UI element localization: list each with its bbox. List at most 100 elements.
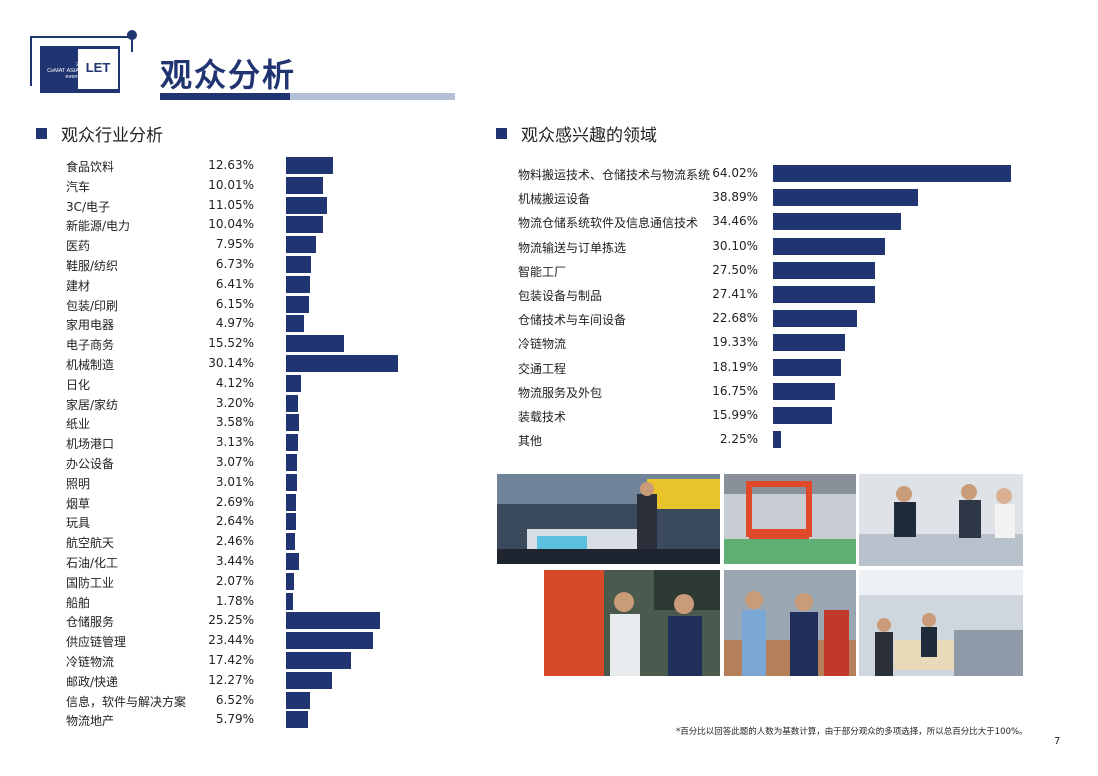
category-label: 邮政/快递 — [66, 674, 119, 689]
value-label: 15.52% — [208, 336, 254, 351]
category-label: 建材 — [66, 278, 91, 293]
bar — [286, 157, 333, 174]
value-label: 3.07% — [215, 455, 254, 469]
chart-row: 冷链物流 17.42% — [66, 652, 402, 670]
chart-row: 烟草 2.69% — [66, 493, 402, 512]
value-label: 16.75% — [712, 383, 758, 398]
chart-row: 办公设备 3.07% — [66, 454, 402, 472]
bar — [286, 652, 351, 669]
exhibition-photo-6 — [859, 570, 1023, 676]
bar — [286, 691, 311, 709]
category-label: 食品饮料 — [66, 160, 115, 174]
category-label: 装载技术 — [518, 410, 567, 424]
bar — [773, 261, 876, 279]
exhibition-photo-5 — [724, 570, 856, 676]
bar — [286, 256, 311, 273]
value-label: 10.01% — [208, 177, 254, 192]
logo-pin-head — [127, 30, 137, 40]
value-label: 7.95% — [215, 237, 254, 252]
chart-row: 信息，软件与解决方案 6.52% — [66, 691, 402, 710]
chart-row: 建材 6.41% — [66, 275, 402, 294]
bar — [286, 355, 398, 372]
category-label: 其他 — [518, 434, 543, 449]
heading-bullet-icon — [36, 128, 47, 139]
footnote: *百分比以回答此题的人数为基数计算，由于部分观众的多项选择，所以总百分比大于10… — [676, 727, 1028, 737]
bar — [286, 374, 302, 392]
bar — [773, 237, 885, 255]
chart-row: 物流服务及外包 16.75% — [518, 382, 1015, 401]
category-label: 包装/印刷 — [66, 298, 119, 313]
bar — [286, 592, 293, 610]
category-label: 纸业 — [66, 417, 91, 432]
value-label: 6.41% — [215, 276, 254, 291]
value-label: 3.44% — [215, 554, 254, 568]
value-label: 30.14% — [208, 356, 254, 370]
title-underline-dark — [160, 93, 290, 100]
bar — [773, 358, 841, 376]
exhibition-photo-1 — [497, 474, 720, 564]
exhibition-photo-3 — [859, 474, 1023, 566]
value-label: 18.19% — [712, 359, 758, 374]
category-label: 供应链管理 — [66, 635, 127, 650]
bar — [286, 335, 344, 353]
bar — [773, 334, 845, 352]
category-label: 仓储技术与车间设备 — [518, 313, 627, 328]
value-label: 2.64% — [215, 514, 254, 529]
category-label: 信息，软件与解决方案 — [66, 694, 187, 709]
value-label: 2.46% — [215, 534, 254, 549]
chart-row: 纸业 3.58% — [66, 414, 402, 432]
chart-row: 机场港口 3.13% — [66, 434, 402, 452]
category-label: 玩具 — [66, 516, 91, 531]
logo-frame-top — [30, 36, 130, 38]
value-label: 6.15% — [215, 296, 254, 311]
value-label: 10.04% — [208, 217, 254, 232]
chart-row: 供应链管理 23.44% — [66, 632, 402, 650]
bar — [286, 394, 298, 412]
bar — [773, 431, 782, 449]
value-label: 6.52% — [215, 692, 254, 707]
chart-row: 电子商务 15.52% — [66, 335, 402, 353]
value-label: 2.25% — [719, 432, 758, 447]
value-label: 3.01% — [215, 474, 254, 489]
chart-row: 3C/电子 11.05% — [66, 196, 402, 215]
chart-row: 照明 3.01% — [66, 473, 402, 492]
value-label: 30.10% — [712, 238, 758, 253]
chart-row: 家用电器 4.97% — [66, 315, 402, 333]
category-label: 烟草 — [66, 496, 91, 511]
bar — [773, 310, 858, 328]
bar — [286, 572, 294, 590]
value-label: 2.07% — [215, 573, 254, 588]
bar — [286, 632, 374, 650]
value-label: 23.44% — [208, 633, 254, 648]
bar — [286, 275, 310, 293]
logo-let-panel — [78, 49, 118, 89]
bar — [286, 711, 308, 729]
value-label: 6.73% — [215, 257, 254, 271]
chart-row: 日化 4.12% — [66, 374, 402, 393]
value-label: 5.79% — [215, 712, 254, 727]
category-label: 电子商务 — [66, 338, 115, 353]
chart-row: 机械搬运设备 38.89% — [518, 189, 1015, 207]
category-label: 石油/化工 — [66, 556, 119, 570]
category-label: 家用电器 — [66, 318, 115, 333]
category-label: 国防工业 — [66, 575, 115, 590]
chart-row: 鞋服/纺织 6.73% — [66, 256, 402, 274]
value-label: 3.13% — [215, 435, 254, 450]
bar — [286, 612, 380, 630]
chart-row: 智能工厂 27.50% — [518, 261, 1015, 280]
category-label: 医药 — [66, 239, 91, 254]
chart-row: 冷链物流 19.33% — [518, 334, 1015, 352]
chart-row: 物流地产 5.79% — [66, 711, 402, 729]
chart-row: 食品饮料 12.63% — [66, 157, 402, 175]
chart-row: 交通工程 18.19% — [518, 358, 1015, 377]
bar — [286, 473, 298, 491]
value-label: 1.78% — [215, 593, 254, 608]
category-label: 航空航天 — [66, 536, 115, 551]
category-label: 机场港口 — [66, 437, 115, 452]
category-label: 汽车 — [66, 179, 91, 194]
bar — [286, 454, 298, 471]
bar — [286, 414, 300, 432]
chart-row: 船舶 1.78% — [66, 592, 402, 611]
value-label: 25.25% — [208, 613, 254, 628]
value-label: 27.41% — [712, 287, 758, 301]
